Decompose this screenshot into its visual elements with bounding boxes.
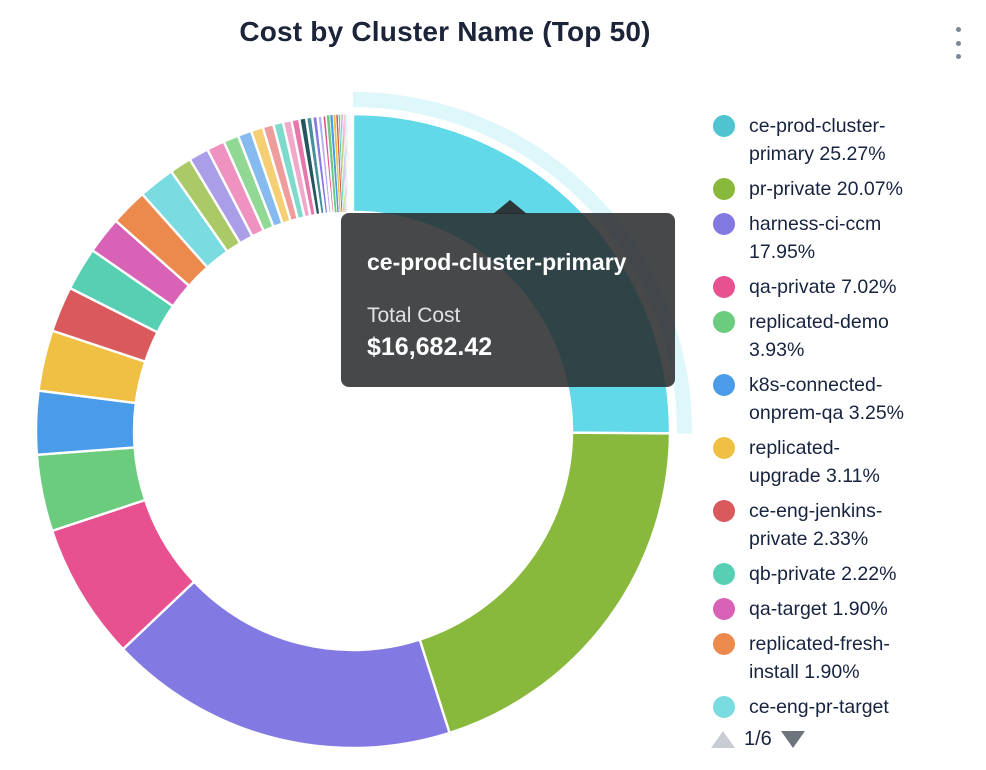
- legend-swatch-icon: [713, 115, 735, 137]
- legend-item[interactable]: qb-private 2.22%: [713, 560, 985, 588]
- tooltip-title: ce-prod-cluster-primary: [367, 249, 627, 275]
- legend-item[interactable]: replicated-fresh-install 1.90%: [713, 630, 985, 686]
- legend-swatch-icon: [713, 696, 735, 718]
- legend-label: replicated-upgrade 3.11%: [749, 437, 880, 487]
- legend-item[interactable]: replicated-upgrade 3.11%: [713, 434, 985, 490]
- kebab-dot: [955, 27, 961, 32]
- legend-swatch-icon: [713, 276, 735, 298]
- tooltip-arrow-icon: [493, 200, 527, 214]
- legend-label: replicated-fresh-install 1.90%: [749, 633, 890, 683]
- legend-item[interactable]: qa-private 7.02%: [713, 273, 985, 301]
- legend-label: pr-private 20.07%: [749, 178, 903, 200]
- legend-swatch-icon: [713, 633, 735, 655]
- legend-swatch-icon: [713, 178, 735, 200]
- legend-label: k8s-connected-onprem-qa 3.25%: [749, 374, 905, 424]
- legend-swatch-icon: [713, 598, 735, 620]
- legend-swatch-icon: [713, 437, 735, 459]
- tooltip: ce-prod-cluster-primary Total Cost $16,6…: [341, 200, 675, 387]
- legend-label: replicated-demo 3.93%: [749, 311, 889, 361]
- legend-next-button[interactable]: [780, 731, 805, 748]
- legend-prev-button[interactable]: [711, 731, 735, 748]
- legend-label: qa-target 1.90%: [749, 598, 888, 620]
- legend-item[interactable]: ce-prod-cluster-primary 25.27%: [713, 112, 985, 168]
- legend-item[interactable]: harness-ci-ccm 17.95%: [713, 210, 985, 266]
- legend-item[interactable]: k8s-connected-onprem-qa 3.25%: [713, 371, 985, 427]
- kebab-menu-icon[interactable]: [947, 25, 969, 61]
- tooltip-metric-label: Total Cost: [367, 304, 461, 327]
- legend-label: harness-ci-ccm 17.95%: [749, 213, 882, 263]
- legend-swatch-icon: [713, 374, 735, 396]
- legend-swatch-icon: [713, 500, 735, 522]
- kebab-dot: [955, 40, 961, 46]
- legend: ce-prod-cluster-primary 25.27% pr-private…: [713, 112, 985, 726]
- pie-slice[interactable]: [121, 580, 452, 750]
- kebab-dot: [955, 54, 961, 59]
- legend-pagination: 1/6: [711, 728, 805, 751]
- legend-label: ce-prod-cluster-primary 25.27%: [749, 115, 886, 165]
- legend-item[interactable]: qa-target 1.90%: [713, 595, 985, 623]
- legend-swatch-icon: [713, 563, 735, 585]
- tooltip-value: $16,682.42: [367, 333, 493, 361]
- legend-label: qa-private 7.02%: [749, 276, 897, 298]
- legend-item[interactable]: pr-private 20.07%: [713, 175, 985, 203]
- legend-item[interactable]: replicated-demo 3.93%: [713, 308, 985, 364]
- chart-title: Cost by Cluster Name (Top 50): [239, 16, 651, 47]
- legend-swatch-icon: [713, 311, 735, 333]
- legend-label: ce-eng-jenkins-private 2.33%: [749, 500, 883, 550]
- legend-item[interactable]: ce-eng-jenkins-private 2.33%: [713, 497, 985, 553]
- legend-page-indicator: 1/6: [744, 728, 772, 750]
- pie-slice[interactable]: [418, 431, 672, 735]
- legend-label: qb-private 2.22%: [749, 563, 897, 585]
- legend-swatch-icon: [713, 213, 735, 235]
